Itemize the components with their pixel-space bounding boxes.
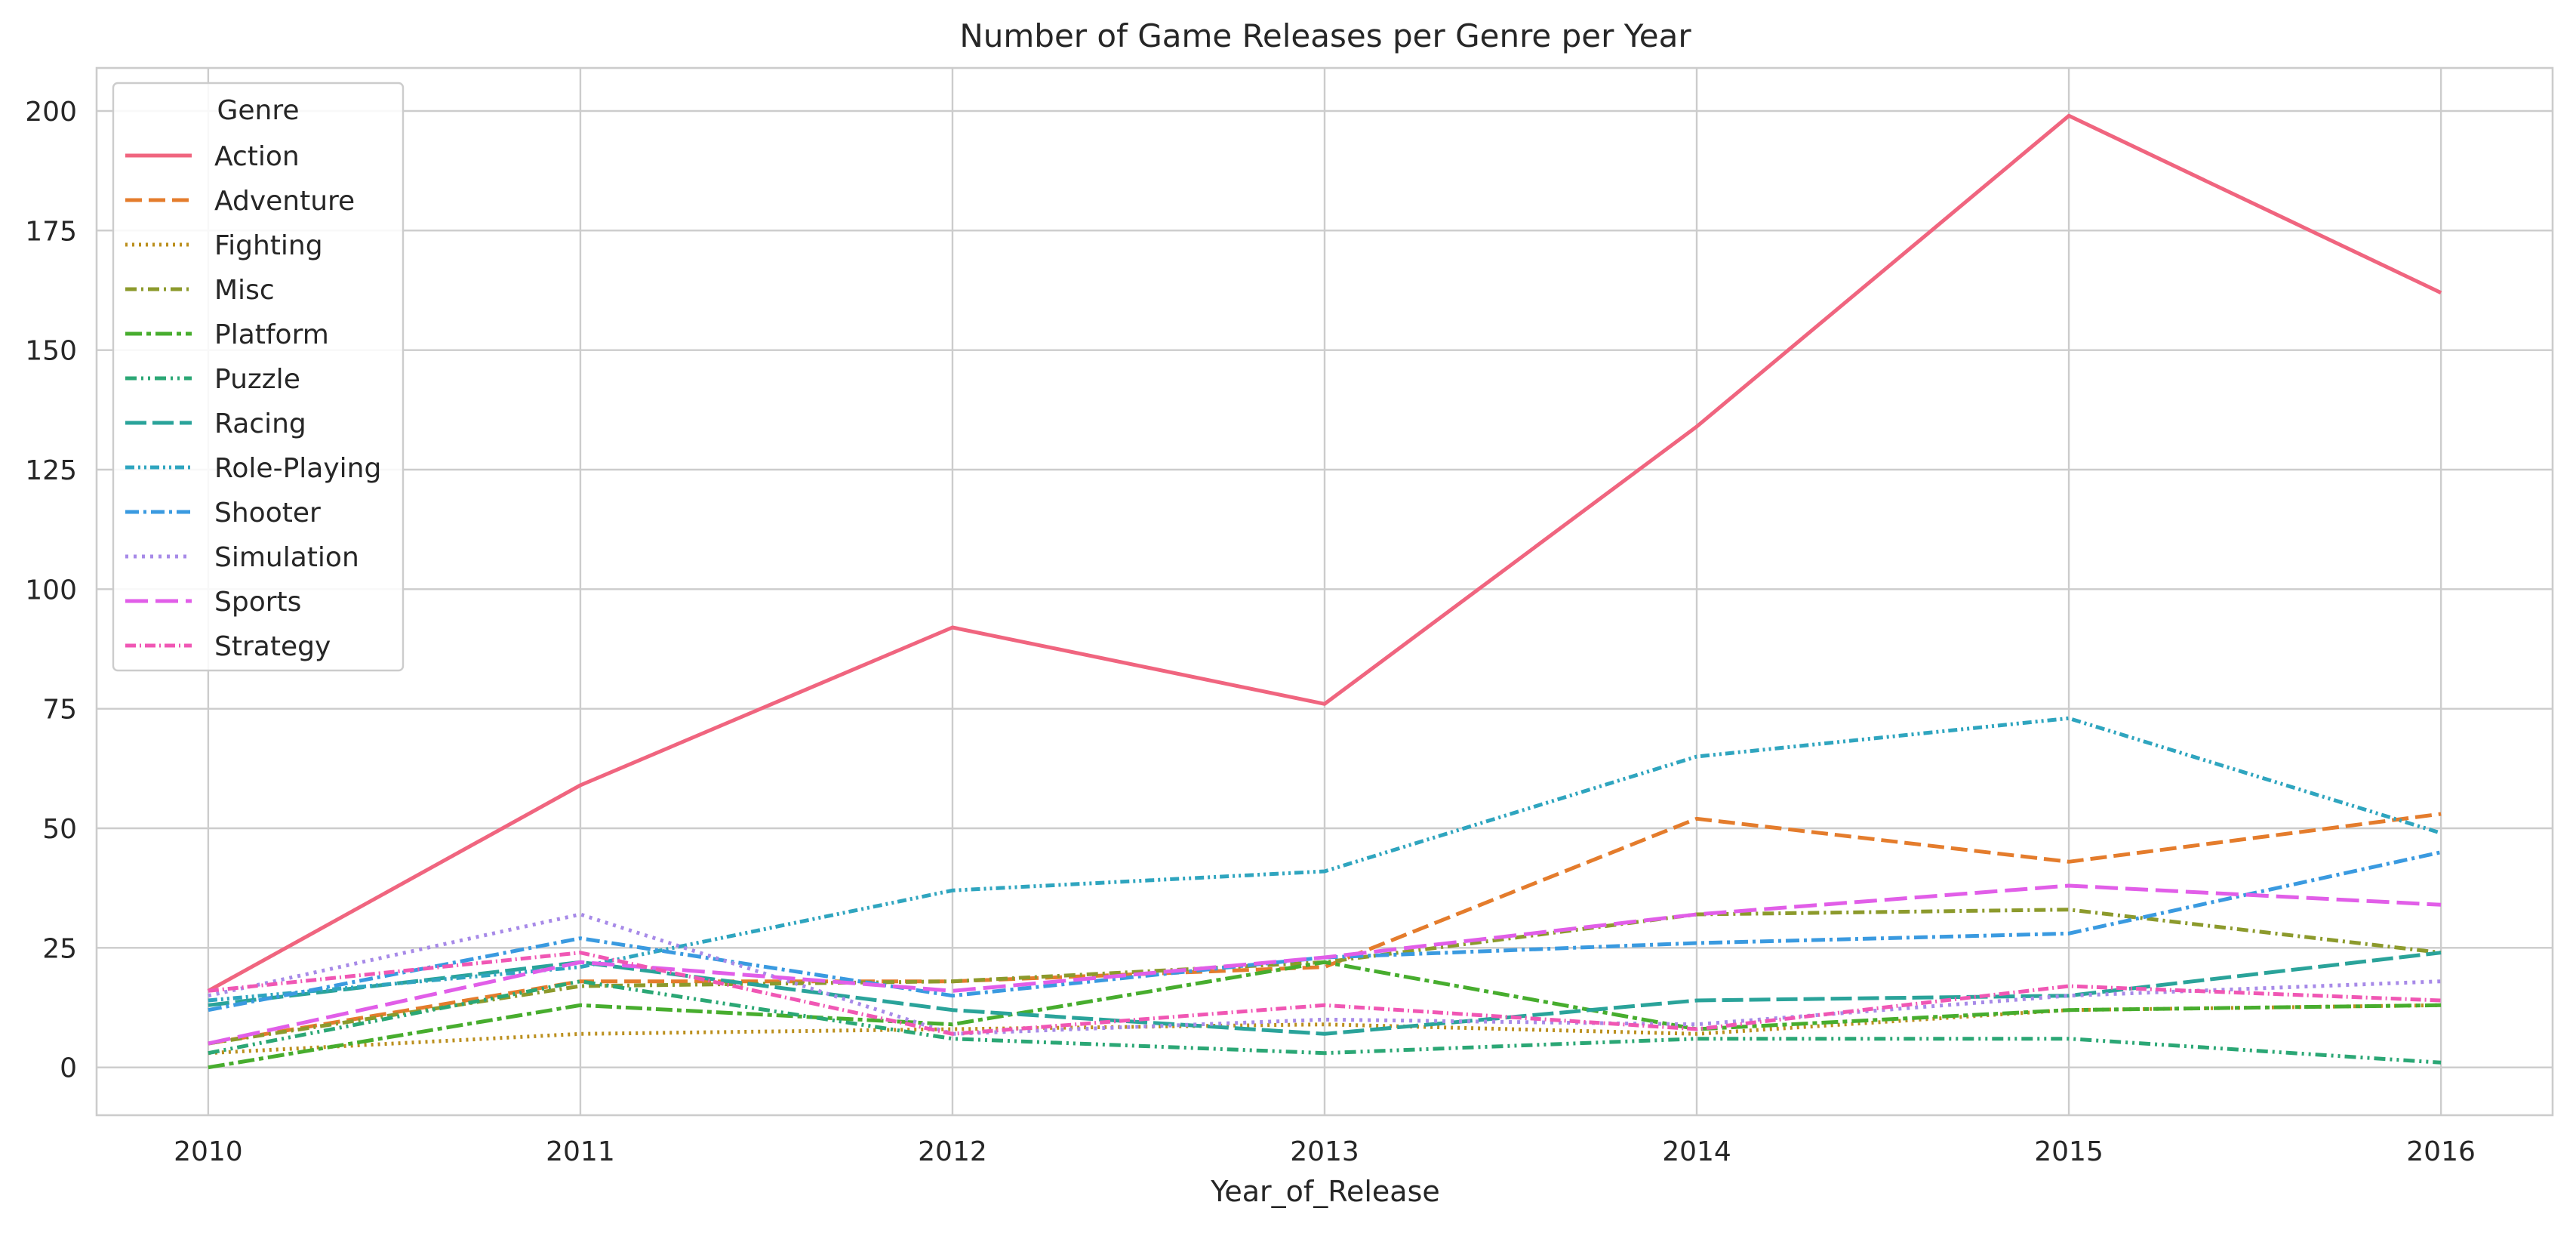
y-tick-label: 150 (25, 336, 77, 367)
y-tick-label: 50 (42, 814, 77, 845)
y-tick-label: 75 (42, 695, 77, 726)
series-line-sports (208, 883, 2442, 1046)
series-line-racing (208, 951, 2442, 1036)
legend-label-action: Action (214, 141, 300, 172)
series-line-adventure (208, 812, 2442, 1046)
legend-label-racing: Racing (214, 408, 306, 439)
legend-label-puzzle: Puzzle (214, 364, 300, 395)
legend-label-adventure: Adventure (214, 186, 355, 217)
x-tick-label: 2011 (546, 1136, 615, 1167)
y-tick-label: 100 (25, 575, 77, 606)
legend-label-shooter: Shooter (214, 498, 321, 529)
axes: 0 25 50 75 100 125 150 175 200 2010 2011 2012 2013 20… (25, 66, 2554, 1167)
plot-frame (95, 66, 2554, 1117)
y-tick-label: 175 (25, 216, 77, 247)
legend-title: Genre (217, 95, 299, 126)
y-tick-label: 125 (25, 455, 77, 486)
x-axis-label: Year_of_Release (1210, 1175, 1440, 1208)
series-line-role-playing (208, 716, 2442, 1003)
legend-label-sports: Sports (214, 587, 301, 618)
legend-label-simulation: Simulation (214, 542, 359, 573)
x-tick-label: 2016 (2406, 1136, 2476, 1167)
legend-label-misc: Misc (214, 275, 275, 306)
legend-box (112, 82, 405, 672)
series-lines (207, 113, 2442, 1070)
series-line-strategy (208, 951, 2442, 1036)
x-tick-label: 2014 (1662, 1136, 1731, 1167)
y-tick-label: 200 (25, 97, 77, 128)
legend: Genre Action Adventure Fighting Misc Platform… (112, 82, 405, 672)
legend-label-strategy: Strategy (214, 631, 331, 662)
x-tick-label: 2010 (174, 1136, 243, 1167)
legend-label-role-playing: Role-Playing (214, 453, 381, 484)
y-tick-label: 0 (60, 1053, 77, 1084)
series-line-action (207, 113, 2442, 993)
y-tick-label: 25 (42, 933, 77, 964)
series-line-platform (208, 960, 2442, 1070)
legend-label-platform: Platform (214, 319, 329, 350)
x-tick-label: 2012 (918, 1136, 987, 1167)
legend-label-fighting: Fighting (214, 230, 323, 261)
chart-title: Number of Game Releases per Genre per Ye… (959, 17, 1691, 54)
series-line-puzzle (208, 979, 2442, 1065)
x-tick-label: 2013 (1290, 1136, 1359, 1167)
x-tick-label: 2015 (2034, 1136, 2104, 1167)
